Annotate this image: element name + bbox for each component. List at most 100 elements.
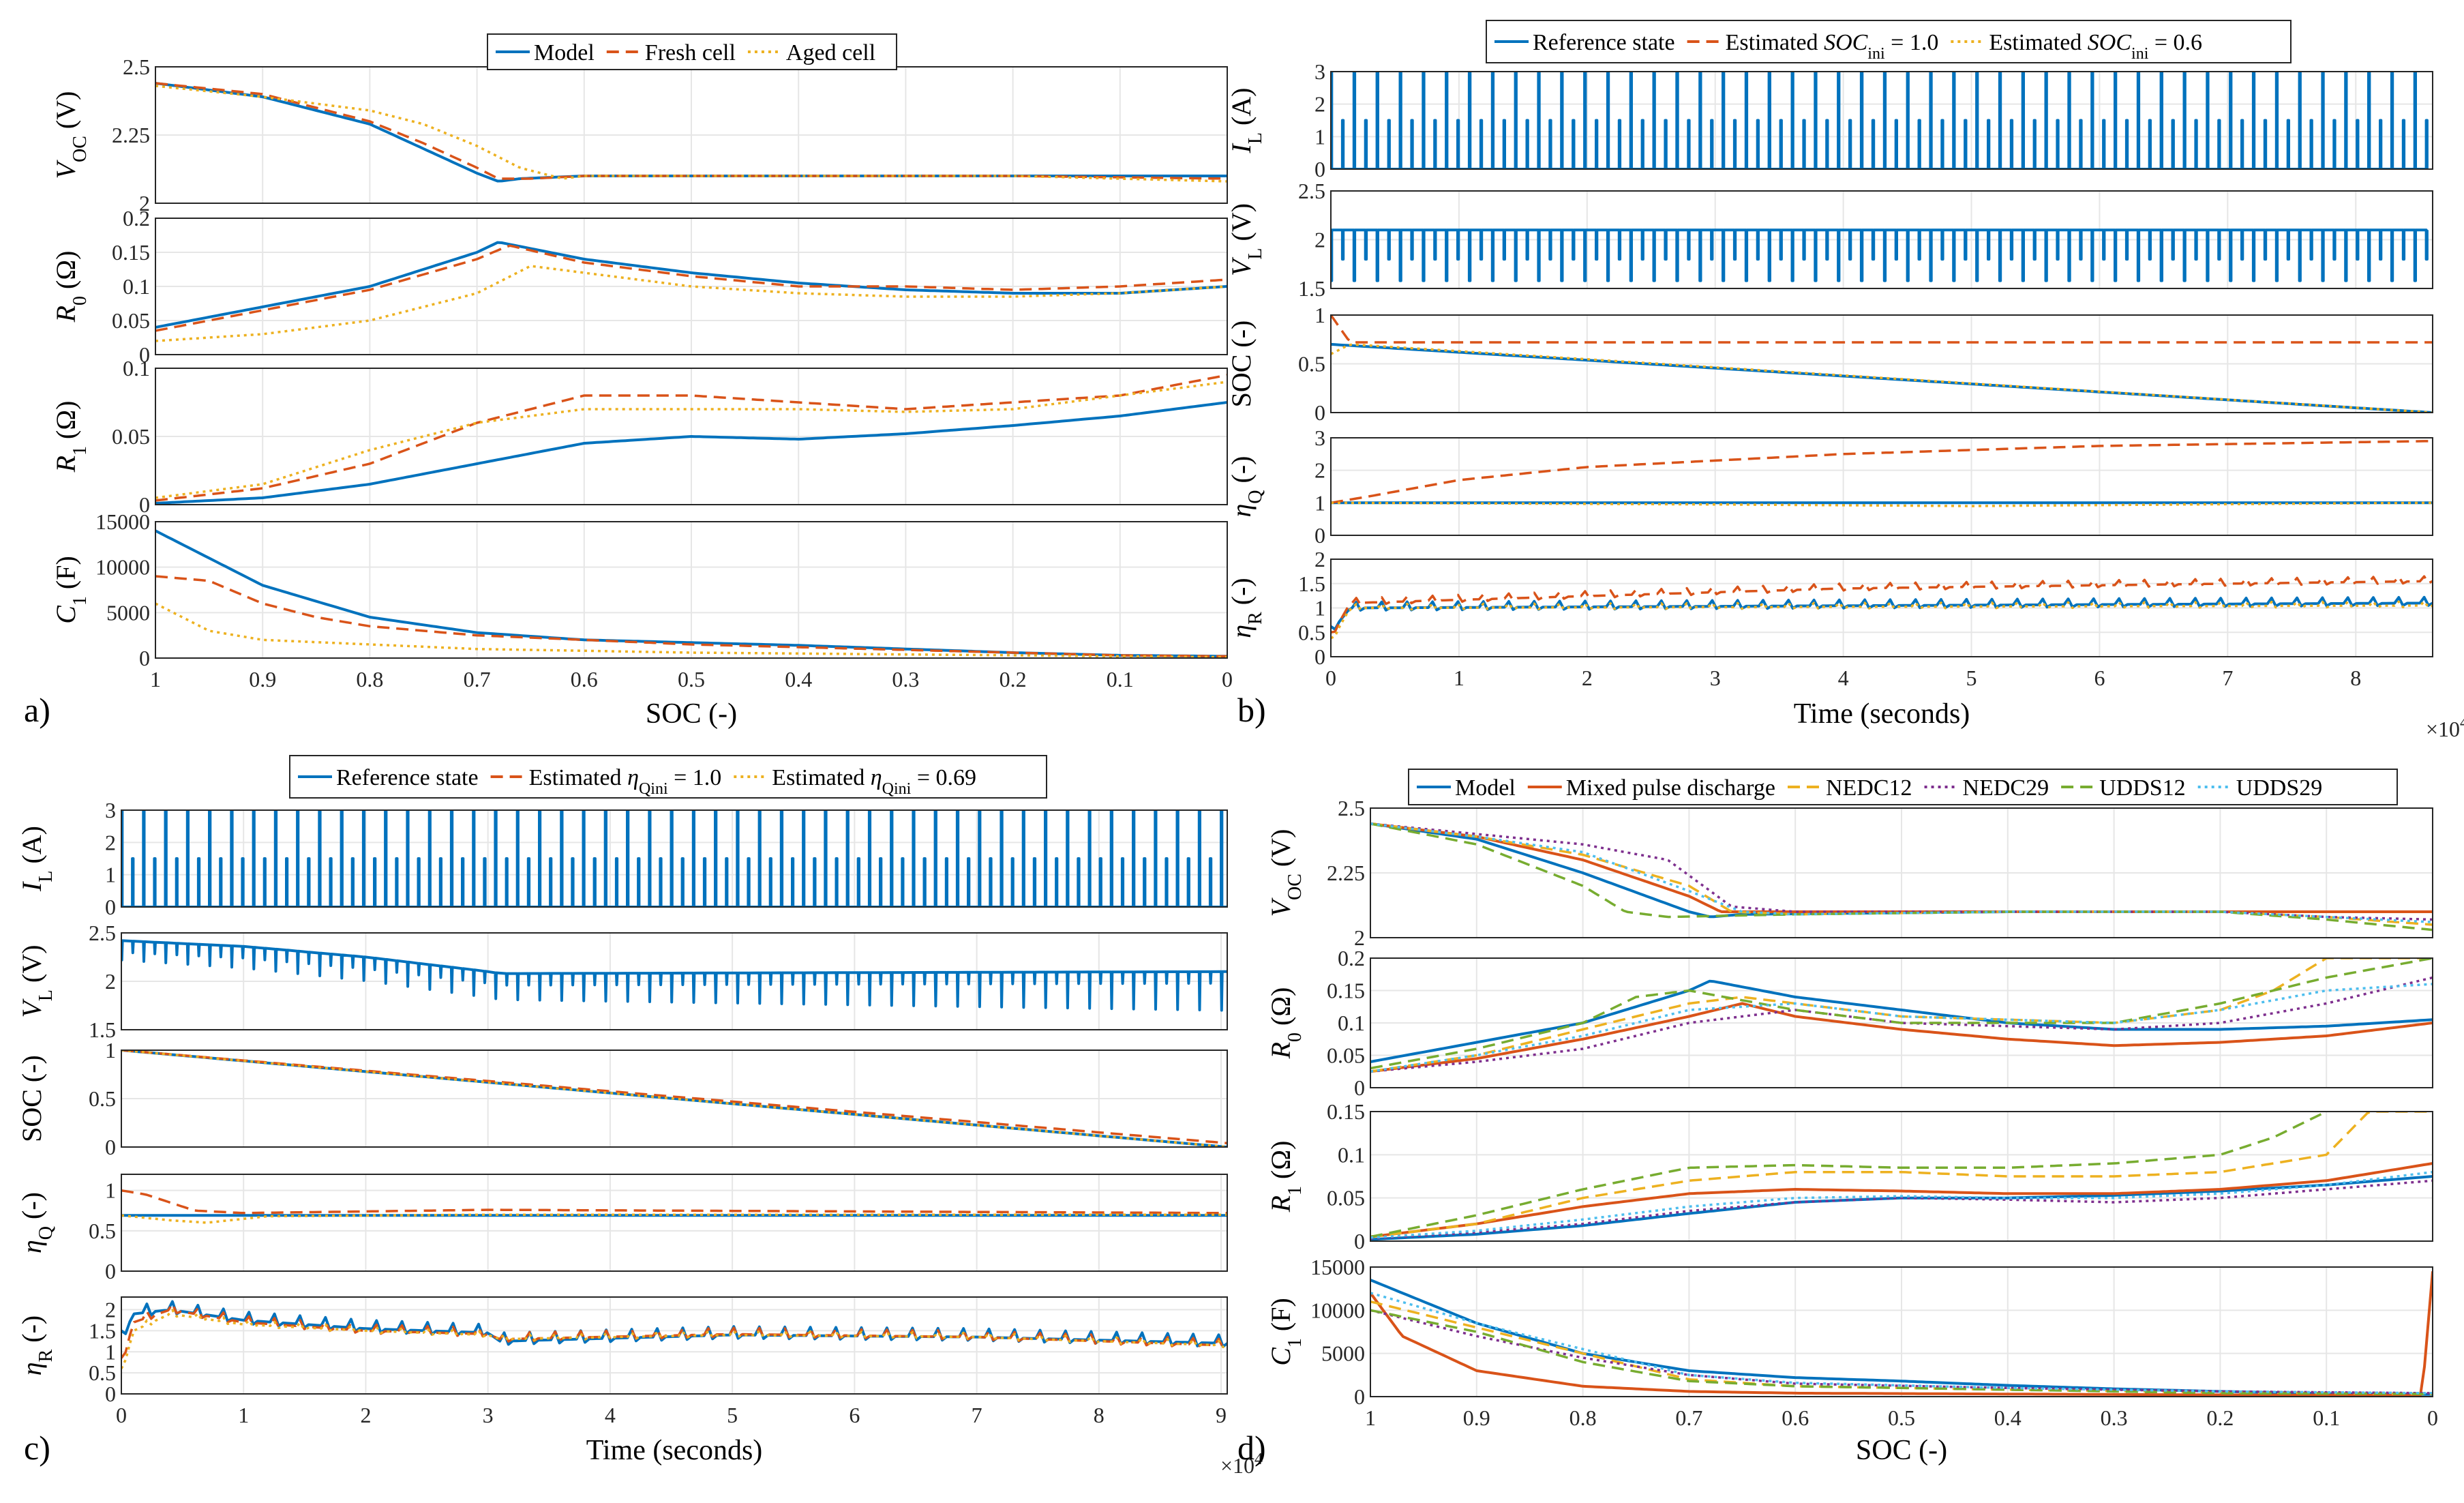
series-line-mixed-pulse-discharge — [1370, 822, 2433, 913]
xtick-label: 0.5 — [1888, 1405, 1915, 1430]
legend-label: Estimated SOCini = 0.6 — [1989, 30, 2202, 63]
series-line-reference-state — [121, 939, 1227, 1012]
ytick-label: 0 — [1314, 644, 1325, 669]
subplot-c-0: 0 1 2 3 IL (A) — [16, 798, 1228, 919]
xtick-label: 8 — [2350, 666, 2361, 690]
ylabel: VOC (V) — [1265, 829, 1306, 917]
series-line-nedc29 — [1370, 976, 2433, 1073]
ytick-label: 2 — [105, 969, 116, 994]
ytick-label: 0.5 — [89, 1219, 116, 1243]
subplot-c-2: 0 0.5 1 SOC (-) — [16, 1038, 1228, 1159]
axes-frame — [1330, 190, 2433, 289]
xtick-label: 0.5 — [678, 667, 705, 691]
axes-frame — [155, 521, 1228, 659]
ylabel-unit: (Ω) — [1265, 1141, 1296, 1186]
xtick-label: 2 — [1582, 666, 1593, 690]
ylabel-unit: (-) — [16, 1192, 47, 1226]
legend-text: Mixed pulse discharge — [1566, 775, 1775, 801]
series-line-nedc12 — [1370, 958, 2433, 1073]
ytick-label: 0.05 — [112, 424, 150, 449]
xlabel: SOC (-) — [646, 698, 737, 730]
ytick-label: 2 — [1314, 228, 1325, 252]
series-line-udds29 — [1370, 1170, 2433, 1239]
ylabel-unit: (V) — [1226, 203, 1257, 248]
ylabel-main: V — [16, 998, 47, 1018]
legend-text: Reference state — [1533, 30, 1675, 55]
ylabel-sub: 1 — [1284, 1186, 1306, 1195]
ytick-label: 0.2 — [123, 206, 150, 230]
x-exponent: ×104 — [2426, 714, 2464, 741]
ytick-label: 1 — [1314, 124, 1325, 149]
legend-label: Model — [534, 40, 595, 65]
series-line-model — [155, 241, 1227, 329]
legend-text: Reference state — [336, 765, 479, 790]
legend-label: Estimated SOCini = 1.0 — [1726, 30, 1939, 63]
legend-text: Fresh cell — [645, 40, 736, 65]
ylabel-main: I — [1226, 143, 1257, 153]
legend-text: Estimated — [1989, 30, 2087, 55]
exp-power: 4 — [2460, 714, 2464, 732]
xlabel: Time (seconds) — [586, 1435, 763, 1466]
exp-base: ×10 — [1220, 1453, 1254, 1478]
legend-label: UDDS29 — [2236, 775, 2323, 801]
ylabel-main: V — [50, 159, 81, 179]
ytick-label: 0.15 — [1327, 1099, 1365, 1124]
xtick-label: 4 — [605, 1403, 616, 1427]
ytick-label: 3 — [1314, 59, 1325, 84]
series-line-aged-cell — [155, 602, 1227, 658]
xtick-label: 3 — [1710, 666, 1721, 690]
ylabel: IL (A) — [16, 826, 57, 892]
ylabel-main: C — [50, 605, 81, 624]
ytick-label: 2.5 — [1298, 179, 1325, 203]
subplot-b-3: 0 1 2 3 ηQ (-) — [1226, 426, 2433, 548]
ytick-label: 0 — [1314, 523, 1325, 548]
legend-label: UDDS12 — [2099, 775, 2186, 801]
legend-label: Fresh cell — [645, 40, 736, 65]
exp-power: 4 — [1254, 1450, 1263, 1468]
series-line-estimated-qini-0-69 — [121, 1213, 1227, 1224]
xtick-label: 0.6 — [571, 667, 598, 691]
legend-label: Reference state — [336, 765, 479, 790]
xlabel: Time (seconds) — [1794, 698, 1970, 730]
series-line-udds29 — [1370, 983, 2433, 1073]
ytick-label: 0.1 — [1338, 1011, 1365, 1035]
subplot-d-2: 0 0.05 0.1 0.15 R1 (Ω) — [1265, 1099, 2433, 1253]
legend-label: NEDC12 — [1826, 775, 1912, 801]
series-line-aged-cell — [155, 85, 1227, 183]
ytick-label: 0.15 — [1327, 979, 1365, 1003]
ylabel-main: V — [1265, 897, 1296, 917]
series-line-mixed-pulse-discharge — [1370, 1002, 2433, 1073]
ylabel-unit: (A) — [1226, 88, 1257, 133]
axes-frame — [121, 1296, 1228, 1395]
series-group — [121, 810, 1227, 907]
ylabel-unit: (V) — [16, 944, 47, 989]
subplot-d-1: 00.050.10.150.2R0 (Ω) — [1265, 946, 2433, 1100]
axes-frame — [121, 809, 1228, 908]
ytick-label: 10000 — [95, 555, 150, 580]
series-group — [121, 1300, 1227, 1369]
ylabel-unit: (A) — [16, 826, 47, 871]
series-group — [1370, 1271, 2433, 1397]
ytick-label: 2.5 — [1338, 796, 1365, 820]
xtick-label: 0.1 — [2313, 1405, 2340, 1430]
series-line-model — [155, 401, 1227, 505]
series-line-estimated-soc-ini-1-0 — [1331, 575, 2433, 634]
series-line-estimated-qini-0-69 — [121, 1309, 1227, 1369]
subplot-b-2: 0 0.5 1 SOC (-) — [1226, 303, 2433, 425]
series-line-estimated-qini-1-0 — [121, 1189, 1227, 1215]
series-line-fresh-cell — [155, 575, 1227, 658]
series-line-fresh-cell — [155, 374, 1227, 502]
ytick-label: 1 — [105, 1339, 116, 1364]
ylabel-main: η — [16, 1362, 47, 1375]
series-group — [1331, 72, 2429, 169]
series-line-model — [1370, 1279, 2433, 1396]
series-line-estimated-soc-ini-0-6 — [1331, 343, 2433, 413]
ytick-label: 2 — [105, 1298, 116, 1322]
series-group — [155, 82, 1227, 183]
ytick-label: 1 — [1314, 596, 1325, 621]
legend-soc: SOC — [1824, 30, 1868, 55]
ylabel-unit: (-) — [1226, 456, 1257, 490]
